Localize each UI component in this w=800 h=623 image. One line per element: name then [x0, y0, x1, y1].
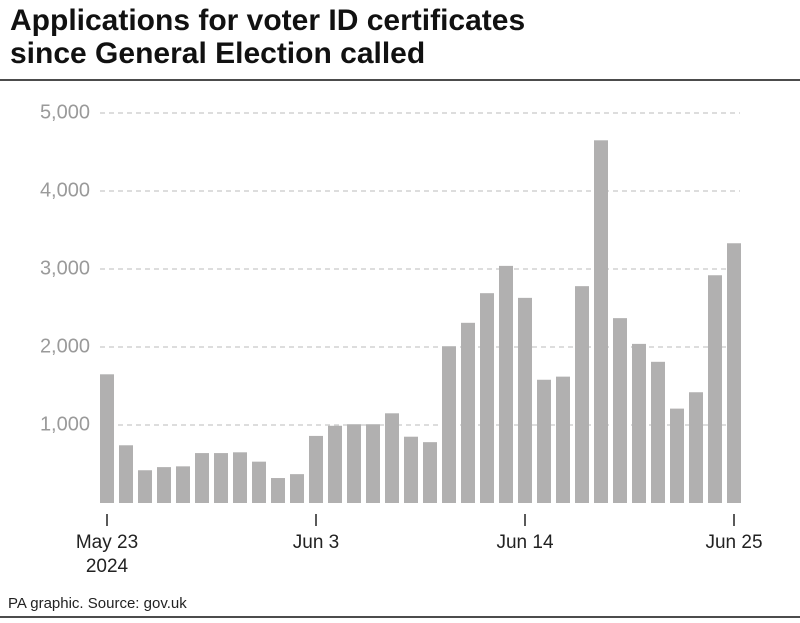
x-tick-label: May 23 — [76, 532, 138, 553]
bar — [100, 374, 114, 503]
bar — [480, 293, 494, 503]
bar — [385, 413, 399, 503]
bar — [632, 343, 646, 503]
bar — [366, 424, 380, 503]
bar — [537, 379, 551, 503]
bar — [404, 436, 418, 503]
bar — [233, 452, 247, 503]
bar — [442, 346, 456, 503]
bar — [461, 322, 475, 503]
y-tick-label: 4,000 — [40, 179, 90, 201]
bar — [195, 453, 209, 503]
bar — [157, 467, 171, 503]
bar — [556, 376, 570, 503]
y-tick-label: 2,000 — [40, 335, 90, 357]
bar — [689, 392, 703, 503]
bar — [347, 424, 361, 503]
bar — [613, 318, 627, 503]
chart-title: Applications for voter ID certificates — [10, 4, 525, 37]
bar — [670, 408, 684, 503]
bar — [271, 478, 285, 503]
source: PA graphic. Source: gov.uk — [8, 595, 187, 612]
chart-title: since General Election called — [10, 37, 425, 70]
bar — [651, 361, 665, 503]
bar — [252, 461, 266, 503]
x-tick-label: Jun 25 — [705, 532, 762, 553]
bar — [518, 297, 532, 503]
bar — [328, 425, 342, 503]
bar — [138, 470, 152, 503]
bar — [176, 466, 190, 503]
bar — [708, 275, 722, 503]
bar — [119, 445, 133, 503]
x-tick-label: Jun 14 — [496, 532, 553, 553]
y-tick-label: 5,000 — [40, 101, 90, 123]
y-tick-label: 1,000 — [40, 413, 90, 435]
x-tick-label: Jun 3 — [293, 532, 339, 553]
bar — [309, 435, 323, 503]
bar — [727, 243, 741, 503]
y-tick-label: 3,000 — [40, 257, 90, 279]
x-year-label: 2024 — [86, 556, 129, 577]
bar — [594, 140, 608, 504]
bar — [499, 265, 513, 503]
bar — [214, 453, 228, 503]
bar — [575, 286, 589, 503]
bar — [290, 474, 304, 503]
bar — [423, 442, 437, 503]
